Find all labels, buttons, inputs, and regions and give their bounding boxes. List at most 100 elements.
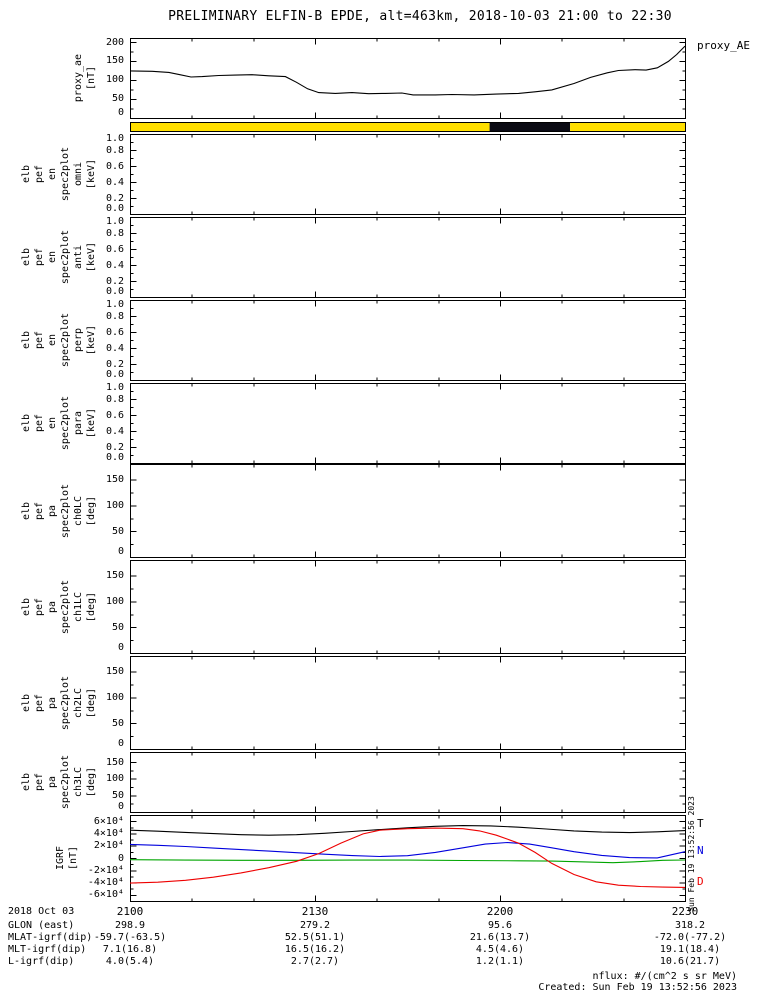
- y-tick-label: 6×10⁴: [93, 815, 124, 827]
- var-row-value: 4.0(5.4): [105, 956, 155, 967]
- var-row-label: MLT-igrf(dip): [8, 944, 87, 955]
- var-row-value: 16.5(16.2): [284, 944, 346, 955]
- y-tick-label: 0.2: [105, 192, 124, 204]
- panel-frame: [130, 560, 686, 654]
- panel-proxy_ae: [129, 38, 686, 119]
- y-axis-label-line: elb: [21, 772, 32, 792]
- y-tick-label: 0.6: [105, 243, 124, 255]
- x-tick-label: 2130: [301, 905, 329, 918]
- footer-units-note: nflux: #/(cm^2 s sr MeV): [592, 971, 738, 982]
- y-tick-label: 0.4: [105, 425, 124, 437]
- y-tick-label: 0.0: [105, 286, 124, 297]
- coverage-segment-2: [570, 122, 685, 132]
- y-tick-label: 0: [117, 546, 124, 557]
- var-row-label: GLON (east): [8, 920, 75, 931]
- series-T-line: [129, 825, 686, 836]
- y-tick-label: 2×10⁴: [93, 840, 124, 852]
- y-tick-label: 0.4: [105, 176, 124, 188]
- var-row-value: 4.5(4.6): [475, 944, 525, 955]
- y-tick-label: 150: [105, 474, 124, 485]
- y-tick-label: 50: [111, 621, 124, 633]
- y-tick-label: 0: [117, 107, 124, 118]
- var-row-label: MLAT-igrf(dip): [8, 932, 93, 943]
- panel-frame: [130, 383, 686, 464]
- y-tick-label: 0: [117, 738, 124, 749]
- y-tick-label: 0.2: [105, 275, 124, 287]
- x-tick-label: 2230: [671, 905, 699, 918]
- series-label-D: D: [697, 875, 704, 889]
- y-tick-label: 100: [105, 773, 124, 785]
- var-row-value: 21.6(13.7): [469, 932, 531, 943]
- panel-elb_pef_en_spec2plot_omni: [130, 134, 686, 215]
- y-tick-label: 0: [117, 801, 124, 812]
- panel-elb_pef_pa_spec2plot_ch1LC: [130, 560, 686, 654]
- var-row-value: -72.0(-77.2): [653, 932, 727, 943]
- y-tick-label: -2×10⁴: [87, 864, 124, 876]
- var-row-value: 95.6: [487, 920, 513, 931]
- panel-data_coverage_bar: [130, 122, 686, 132]
- series-label-N: N: [697, 844, 704, 858]
- y-tick-label: 0.2: [105, 358, 124, 370]
- series-D-line: [129, 827, 686, 888]
- y-tick-label: 50: [111, 789, 124, 801]
- y-tick-label: 50: [111, 717, 124, 729]
- series-E-line: [129, 859, 686, 864]
- y-tick-label: 0.8: [105, 144, 124, 156]
- panel-elb_pef_en_spec2plot_perp: [130, 300, 686, 381]
- var-row-value: 52.5(51.1): [284, 932, 346, 943]
- var-row-value: 10.6(21.7): [659, 956, 721, 967]
- var-row-value: 19.1(18.4): [659, 944, 721, 955]
- creation-timestamp-vertical: Sun Feb 19 13:52:56 2023: [687, 796, 696, 912]
- y-tick-label: 0.0: [105, 369, 124, 380]
- var-row-value: -59.7(-63.5): [93, 932, 167, 943]
- panel-frame: [130, 464, 686, 558]
- y-tick-label: 150: [105, 570, 124, 581]
- y-tick-label: 0.8: [105, 310, 124, 322]
- panel-elb_pef_pa_spec2plot_ch2LC: [130, 656, 686, 750]
- y-tick-label: 100: [105, 74, 124, 86]
- var-row-value: 298.9: [114, 920, 146, 931]
- y-tick-label: 150: [105, 666, 124, 677]
- y-tick-label: 0.8: [105, 393, 124, 405]
- series-label-T: T: [697, 816, 704, 830]
- y-tick-label: 100: [105, 691, 124, 703]
- y-tick-label: 0.0: [105, 203, 124, 214]
- panel-elb_pef_en_spec2plot_anti: [130, 217, 686, 298]
- series-label-proxy_AE: proxy_AE: [697, 39, 750, 52]
- var-row-value: 318.2: [674, 920, 706, 931]
- y-tick-label: 200: [105, 37, 124, 48]
- page-title: PRELIMINARY ELFIN-B EPDE, alt=463km, 201…: [168, 9, 672, 24]
- series-N-line: [129, 841, 686, 859]
- y-tick-label: 0.6: [105, 326, 124, 338]
- panel-elb_pef_en_spec2plot_para: [130, 383, 686, 464]
- x-tick-label: 2100: [116, 905, 144, 918]
- panel-frame: [130, 752, 686, 813]
- y-tick-label: 4×10⁴: [93, 827, 124, 839]
- y-tick-label: 50: [111, 525, 124, 537]
- series-proxy_AE-line: [129, 45, 686, 96]
- var-row-value: 2.7(2.7): [290, 956, 340, 967]
- y-axis-label-line: pef: [34, 772, 45, 792]
- panel-elb_pef_pa_spec2plot_ch0LC: [130, 464, 686, 558]
- y-tick-label: 0.6: [105, 160, 124, 172]
- var-row-value: 7.1(16.8): [102, 944, 158, 955]
- y-tick-label: 0.8: [105, 227, 124, 239]
- coverage-segment-1: [489, 122, 571, 132]
- y-tick-label: 1.0: [105, 382, 124, 393]
- y-tick-label: 0: [117, 852, 124, 864]
- y-tick-label: 150: [105, 55, 124, 67]
- y-tick-label: -4×10⁴: [87, 877, 124, 889]
- y-tick-label: 50: [111, 93, 124, 105]
- y-tick-label: 1.0: [105, 299, 124, 310]
- var-row-value: 1.2(1.1): [475, 956, 525, 967]
- y-tick-label: 100: [105, 499, 124, 511]
- y-tick-label: 0.0: [105, 452, 124, 463]
- y-tick-label: 0.4: [105, 342, 124, 354]
- y-tick-label: 0: [117, 642, 124, 653]
- y-tick-label: 1.0: [105, 216, 124, 227]
- panel-igrf: [129, 815, 686, 902]
- panel-frame: [130, 38, 686, 119]
- footer-created-note: Created: Sun Feb 19 13:52:56 2023: [538, 982, 737, 993]
